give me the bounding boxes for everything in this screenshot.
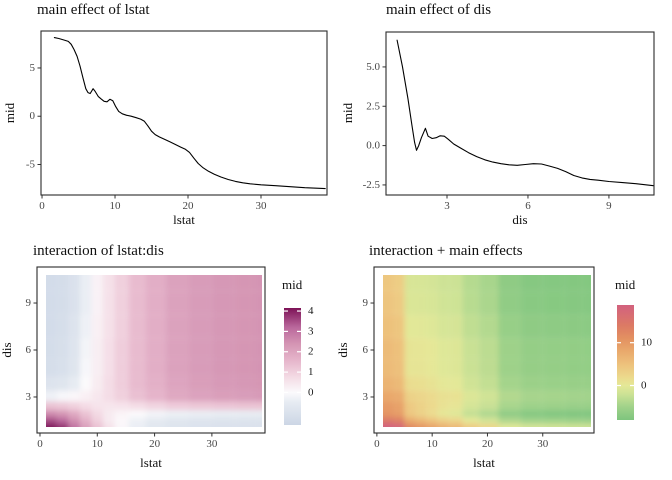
- panel-main-effect-dis: main effect of dis mid 3 6 9 5.0 2.5 0.0 -2.5 …: [336, 0, 672, 240]
- legend-title: mid: [282, 277, 303, 292]
- y-tick-label: -5: [26, 158, 36, 170]
- y-tick-label: 9: [363, 297, 369, 309]
- panel-interaction-plus-main: interaction + main effects dis 10 0 0 10 20 3…: [335, 240, 672, 480]
- panel-title: main effect of dis: [386, 2, 492, 18]
- interaction-main-heatmap: 10 0 0 10 20 30 9 6 3: [363, 266, 653, 450]
- y-tick-label: 6: [363, 344, 369, 356]
- x-tick-label: 10: [110, 200, 122, 212]
- panel-border: [385, 31, 655, 196]
- legend-colorbar: [617, 305, 634, 420]
- panel-title: main effect of lstat: [37, 2, 150, 18]
- y-tick-label: 6: [26, 344, 32, 356]
- heatmap-tiles: [46, 275, 262, 427]
- legend-tick-label: 0: [641, 380, 647, 392]
- x-tick-label: 10: [92, 438, 104, 450]
- axes: 0 10 20 30 5 0 -5: [26, 30, 328, 212]
- y-tick-label: 0: [30, 110, 36, 122]
- x-tick-label: 20: [183, 200, 195, 212]
- heatmap-tiles: [383, 275, 591, 427]
- x-axis-title: lstat: [140, 455, 162, 470]
- y-tick-label: 2.5: [366, 100, 380, 112]
- x-tick-label: 0: [374, 438, 380, 450]
- x-tick-label: 6: [525, 200, 531, 212]
- y-tick-label: 9: [26, 297, 32, 309]
- panel-title: interaction + main effects: [369, 243, 523, 259]
- y-tick-label: 3: [363, 391, 369, 403]
- panel-border: [36, 266, 266, 434]
- dis-main-plot: 3 6 9 5.0 2.5 0.0 -2.5: [363, 31, 655, 212]
- legend-tick-label: 4: [308, 305, 314, 317]
- panel-border: [373, 266, 595, 434]
- legend-tick-label: 10: [641, 337, 653, 349]
- x-tick-label: 20: [482, 438, 494, 450]
- y-tick-label: 5: [30, 62, 36, 74]
- panel-border: [40, 30, 328, 196]
- x-tick-label: 3: [444, 200, 450, 212]
- x-tick-label: 30: [206, 438, 218, 450]
- legend-tick-label: 3: [308, 325, 314, 337]
- y-tick-label: 5.0: [366, 61, 380, 73]
- y-tick-label: 0.0: [366, 140, 380, 152]
- axes: 0 10 20 30 9 6 3: [26, 266, 266, 450]
- lstat-main-plot: 0 10 20 30 5 0 -5: [26, 30, 328, 212]
- series-line: [396, 39, 655, 187]
- x-tick-label: 30: [537, 438, 549, 450]
- x-axis-title: lstat: [173, 212, 195, 227]
- x-tick-label: 20: [149, 438, 161, 450]
- x-tick-label: 30: [256, 200, 268, 212]
- series-line: [53, 37, 326, 190]
- axes: 0 10 20 30 9 6 3: [363, 266, 595, 450]
- legend-title: mid: [615, 277, 636, 292]
- legend-tick-label: 1: [308, 366, 314, 378]
- x-tick-label: 10: [427, 438, 439, 450]
- legend-tick-label: 0: [308, 386, 314, 398]
- panel-main-effect-lstat: main effect of lstat mid 0 10 20 30 5 0 -5 lst…: [0, 0, 336, 240]
- x-tick-label: 9: [606, 200, 612, 212]
- y-tick-label: 3: [26, 391, 32, 403]
- panel-interaction: interaction of lstat:dis dis 4 3 2 1 0 0 10 20 3…: [0, 240, 336, 480]
- panel-title: interaction of lstat:dis: [33, 243, 164, 259]
- x-tick-label: 0: [39, 200, 45, 212]
- axes: 3 6 9 5.0 2.5 0.0 -2.5: [363, 31, 655, 212]
- x-axis-title: lstat: [473, 455, 495, 470]
- x-tick-label: 0: [37, 438, 43, 450]
- x-axis-title: dis: [512, 212, 528, 227]
- legend-colorbar: [284, 308, 301, 425]
- legend-tick-label: 2: [308, 346, 314, 358]
- y-tick-label: -2.5: [363, 179, 381, 191]
